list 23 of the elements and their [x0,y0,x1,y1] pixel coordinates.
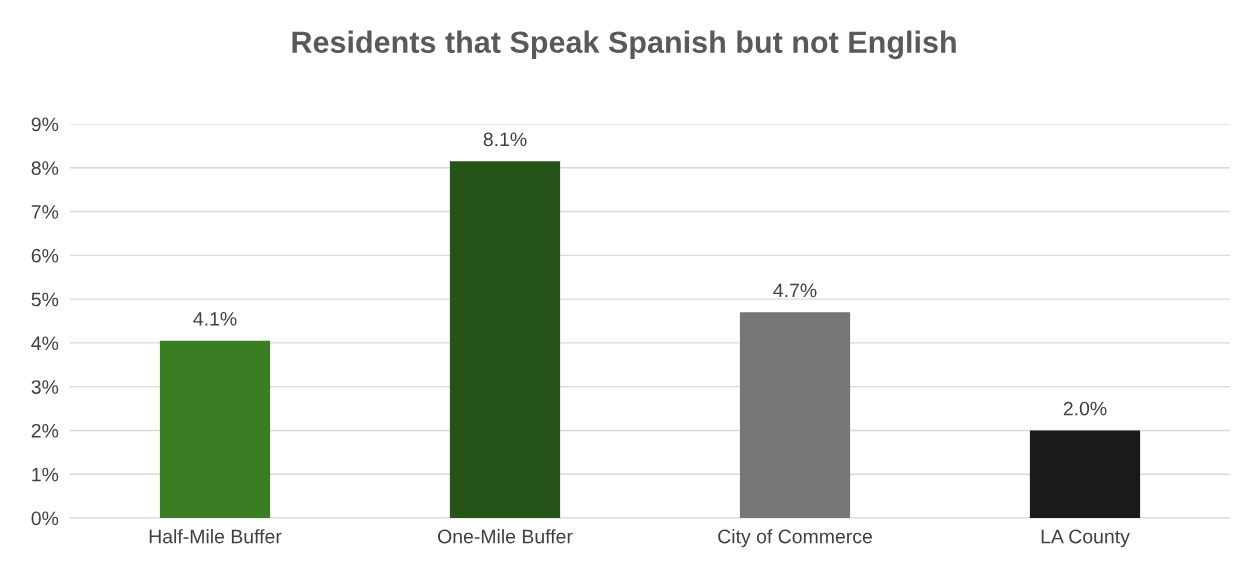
y-tick-label: 4% [31,336,59,351]
chart-title: Residents that Speak Spanish but not English [292,30,956,60]
data-label: 4.7% [773,283,817,298]
y-tick-label: 0% [31,511,59,526]
y-tick-label: 3% [31,380,59,394]
bar [1029,430,1141,518]
y-tick-label: 8% [31,161,59,176]
data-label: 4.1% [193,312,237,326]
bar [159,340,271,518]
data-label: 2.0% [1063,401,1107,416]
data-label: 8.1% [483,132,527,147]
y-tick-label: 1% [32,467,59,482]
bar [449,161,561,518]
y-tick-label: 5% [31,292,59,307]
y-tick-label: 9% [31,117,59,132]
y-tick-label: 2% [31,423,59,438]
y-tick-label: 7% [31,205,59,219]
x-tick-label: LA County [1041,529,1130,548]
x-tick-label: City of Commerce [718,529,872,548]
x-tick-label: Half-Mile Buffer [149,529,282,544]
y-tick-label: 6% [31,248,59,263]
x-tick-label: One-Mile Buffer [438,529,573,544]
bar [739,312,851,518]
